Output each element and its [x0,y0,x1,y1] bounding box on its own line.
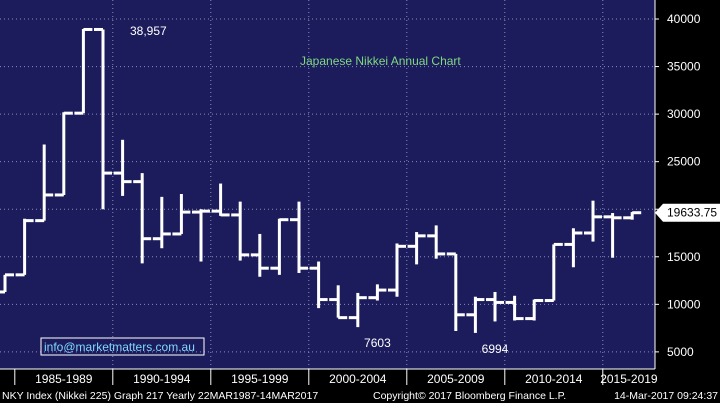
footer-band [0,387,720,403]
last-price-label: 19633.75 [667,206,717,220]
x-axis: 1985-1989 1990-1994 1995-1999 2000-2004 2005… [0,368,658,387]
y-tick-label: 40000 [667,12,701,26]
ohlc-bar [544,242,563,303]
ohlc-bar [564,228,583,268]
ohlc-bar [211,183,230,217]
ohlc-bar [54,111,73,197]
footer-timestamp: 14-Mar-2017 09:24:37 [614,390,718,402]
ohlc-bar [505,295,524,321]
ohlc-bar [15,218,34,277]
x-tick-label: 1990-1994 [133,372,191,386]
ohlc-bar [486,291,504,322]
y-tick-label: 10000 [667,297,701,311]
y-axis: 500010000150002000025000300003500040000 [654,0,701,369]
x-tick-label: 2010-2014 [525,372,583,386]
ohlc-bar [427,225,446,259]
x-axis-band [0,369,655,387]
x-tick-label: 1985-1989 [35,372,93,386]
ohlc-bar [466,296,485,333]
ohlc-bar [525,299,544,321]
ohlc-bar [0,273,14,294]
ohlc-bar [603,213,622,258]
y-tick-label: 30000 [667,107,701,121]
ohlc-bar [623,211,642,220]
x-tick-label: 2005-2009 [427,372,485,386]
ohlc-bar [407,232,426,265]
contact-box [40,337,205,356]
ohlc-bar [388,243,406,297]
y-tick-label: 35000 [667,60,701,74]
ohlc-bar [133,173,152,264]
annotation-label: 38,957 [130,24,167,38]
x-tick-label: 2015-2019 [600,372,658,386]
ohlc-bar [446,252,465,331]
ohlc-bar [348,292,367,328]
ohlc-bar [584,200,602,242]
annotations: 38,957 7603 6994 [130,24,509,356]
plot-area [0,0,655,369]
chart-title: Japanese Nikkei Annual Chart [300,54,461,68]
ohlc-bar [94,27,112,210]
ohlc-bar [368,284,387,301]
ohlc-bar [250,233,269,277]
x-tick-label: 2000-2004 [329,372,387,386]
last-price-box [655,203,720,222]
ohlc-bar [113,139,132,196]
ohlc-bar [152,196,171,249]
ohlc-bar [35,144,54,223]
ohlc-bar [74,27,93,115]
contact-email[interactable]: info@marketmatters.com.au [44,340,195,354]
price-bars [0,27,642,333]
footer-copyright: Copyright© 2017 Bloomberg Finance L.P. [373,390,566,402]
ohlc-bar [231,201,250,261]
footer-series-info: NKY Index (Nikkei 225) Graph 217 Yearly … [2,390,318,402]
last-price-marker: 19633.75 [655,203,720,222]
ohlc-bar [290,201,308,273]
ohlc-bar [309,261,328,309]
footer: NKY Index (Nikkei 225) Graph 217 Yearly … [0,387,720,403]
y-tick-label: 25000 [667,155,701,169]
y-tick-label: 15000 [667,250,701,264]
annotation-label: 7603 [364,336,391,350]
ohlc-bar [192,209,210,262]
x-tick-label: 1995-1999 [231,372,289,386]
ohlc-bar [172,194,191,236]
y-tick-label: 5000 [667,345,694,359]
ohlc-bar [329,285,348,320]
annotation-label: 6994 [482,342,509,356]
grid-lines [0,0,655,369]
ohlc-bar [270,218,289,275]
